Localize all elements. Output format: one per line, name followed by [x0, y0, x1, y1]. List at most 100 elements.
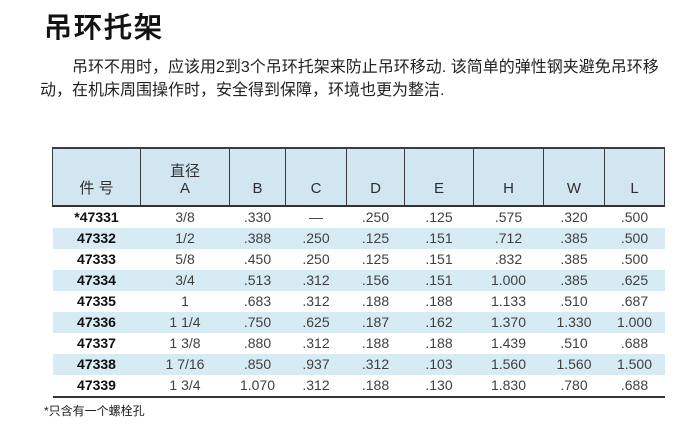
- value-cell: .850: [243, 356, 272, 372]
- part-number-cell: 47332: [77, 230, 116, 246]
- table-row: 47336 1 1/4 .750 .625 .187 .162 1.370 1.330 1.00…: [52, 312, 665, 333]
- col-header-b: B: [229, 147, 286, 206]
- value-cell: 1 3/4: [140, 375, 230, 398]
- col-header-h: H: [473, 147, 544, 206]
- table-row: 47334 3/4 .513 .312 .156 .151 1.000 .385 .625: [52, 270, 665, 291]
- page-title: 吊环托架: [44, 12, 165, 43]
- value-cell: .688: [620, 335, 649, 351]
- value-cell: .450: [243, 251, 272, 267]
- value-cell: .385: [560, 272, 588, 288]
- value-cell: .250: [302, 251, 330, 267]
- value-cell: 1.133: [490, 293, 527, 309]
- value-cell: .937: [302, 356, 330, 372]
- value-cell: .187: [361, 314, 390, 330]
- header-row: 件 号 直径 A B C D E H W L: [52, 147, 665, 206]
- value-cell: .312: [285, 375, 347, 398]
- value-cell: .151: [425, 272, 453, 288]
- value-cell: .151: [425, 230, 453, 246]
- value-cell: .625: [302, 314, 330, 330]
- value-cell: .780: [543, 375, 605, 398]
- value-cell: 1.560: [490, 356, 527, 372]
- value-cell: 1: [181, 293, 189, 309]
- value-cell: .250: [361, 209, 390, 225]
- value-cell: .500: [620, 230, 649, 246]
- value-cell: .510: [560, 335, 588, 351]
- value-cell: .880: [243, 335, 272, 351]
- value-cell: —: [309, 209, 323, 225]
- value-cell: 1.439: [490, 335, 527, 351]
- table-row: 47338 1 7/16 .850 .937 .312 .103 1.560 1.560 1.5…: [52, 354, 665, 375]
- part-number-cell: 47338: [77, 356, 116, 372]
- value-cell: .712: [494, 230, 523, 246]
- value-cell: .312: [302, 293, 330, 309]
- value-cell: 1.070: [229, 375, 286, 398]
- value-cell: .250: [302, 230, 330, 246]
- table-row: 47332 1/2 .388 .250 .125 .151 .712 .385 .500: [52, 228, 665, 249]
- value-cell: .125: [425, 209, 453, 225]
- value-cell: .312: [361, 356, 390, 372]
- value-cell: .683: [243, 293, 272, 309]
- value-cell: .312: [302, 335, 330, 351]
- value-cell: .125: [361, 251, 390, 267]
- value-cell: .156: [361, 272, 390, 288]
- value-cell: 1.500: [616, 356, 653, 372]
- value-cell: .385: [560, 251, 588, 267]
- part-number-cell: 47339: [52, 375, 141, 398]
- col-header-part-number: 件 号: [52, 147, 141, 206]
- value-cell: .188: [425, 293, 453, 309]
- part-number-cell: 47334: [77, 272, 116, 288]
- value-cell: .385: [560, 230, 588, 246]
- value-cell: .162: [425, 314, 453, 330]
- value-cell: .130: [404, 375, 474, 398]
- col-header-diameter-a: 直径 A: [140, 147, 230, 206]
- col-header-l: L: [604, 147, 665, 206]
- value-cell: .320: [560, 209, 588, 225]
- value-cell: 1.330: [556, 314, 592, 330]
- value-cell: 5/8: [175, 251, 195, 267]
- table-row: 47339 1 3/4 1.070.312.188.130 1.830.780.688: [52, 375, 665, 398]
- value-cell: .388: [243, 230, 272, 246]
- value-cell: 1.830: [473, 375, 544, 398]
- value-cell: .500: [620, 209, 649, 225]
- value-cell: 1.000: [490, 272, 527, 288]
- value-cell: .188: [361, 293, 390, 309]
- col-header-e: E: [404, 147, 474, 206]
- spec-table-header: 件 号 直径 A B C D E H W L: [52, 147, 665, 206]
- value-cell: 1.370: [490, 314, 527, 330]
- table-row: *47331 3/8 .330 — .250 .125 .575 .320 .500: [53, 206, 665, 228]
- value-cell: 1 7/16: [165, 356, 205, 372]
- value-cell: .188: [425, 335, 453, 351]
- table-row: 47335 1 .683 .312 .188 .188 1.133 .510 .687: [53, 291, 665, 312]
- value-cell: .151: [425, 251, 453, 267]
- value-cell: .330: [243, 209, 272, 225]
- value-cell: 3/8: [175, 209, 195, 225]
- table-row: 47333 5/8 .450 .250 .125 .151 .832 .385 .500: [53, 249, 665, 270]
- value-cell: .513: [243, 272, 272, 288]
- spec-table: 件 号 直径 A B C D E H W L *47331 3/8 .330 — .25…: [52, 147, 665, 398]
- value-cell: .188: [361, 335, 390, 351]
- value-cell: .750: [243, 314, 272, 330]
- value-cell: 1 1/4: [169, 314, 201, 330]
- value-cell: 1/2: [175, 230, 195, 246]
- value-cell: 1.560: [556, 356, 592, 372]
- value-cell: .125: [361, 230, 390, 246]
- value-cell: .312: [302, 272, 330, 288]
- value-cell: .500: [620, 251, 649, 267]
- value-cell: .575: [494, 209, 523, 225]
- value-cell: .510: [560, 293, 588, 309]
- part-number-cell: 47337: [77, 335, 116, 351]
- col-header-d: D: [346, 147, 405, 206]
- value-cell: .188: [346, 375, 405, 398]
- col-header-c: C: [285, 147, 347, 206]
- value-cell: .832: [494, 251, 523, 267]
- value-cell: .687: [620, 293, 649, 309]
- value-cell: .625: [620, 272, 649, 288]
- part-number-cell: *47331: [74, 209, 119, 225]
- table-row: 47337 1 3/8 .880 .312 .188 .188 1.439 .510 .688: [53, 333, 665, 354]
- value-cell: 3/4: [175, 272, 195, 288]
- spec-table-body: *47331 3/8 .330 — .250 .125 .575 .320 .500 47332 1…: [52, 206, 665, 398]
- value-cell: 1 3/8: [169, 335, 201, 351]
- value-cell: .688: [604, 375, 665, 398]
- intro-paragraph: 吊环不用时，应该用2到3个吊环托架来防止吊环移动. 该简单的弹性钢夹避免吊环移动…: [40, 59, 659, 99]
